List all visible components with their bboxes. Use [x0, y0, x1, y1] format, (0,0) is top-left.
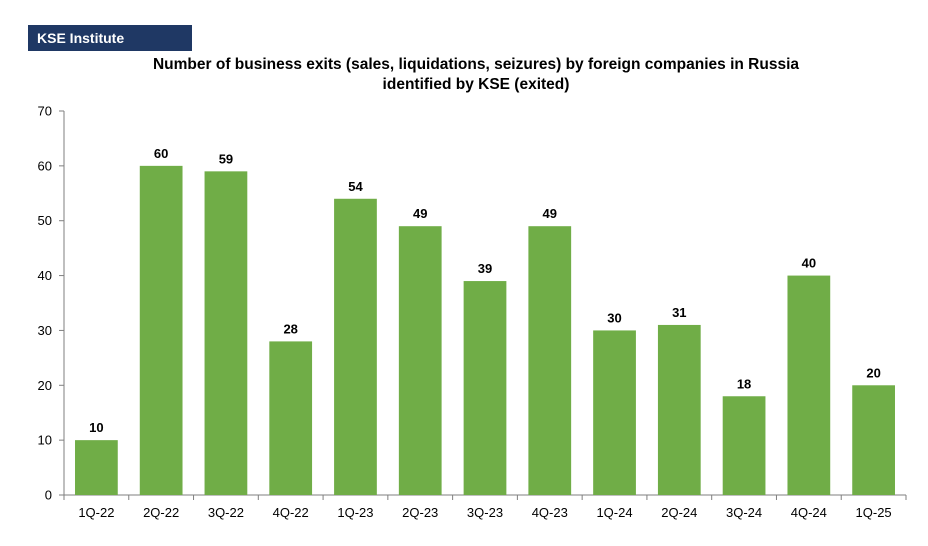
y-tick-label: 40 — [38, 268, 52, 283]
bars-group — [75, 165, 895, 496]
chart-title-line-2: identified by KSE (exited) — [382, 76, 570, 93]
bar-3Q-24 — [722, 396, 766, 495]
x-tick-label-1Q-24: 1Q-24 — [596, 505, 632, 520]
x-tick-label-2Q-22: 2Q-22 — [143, 505, 179, 520]
x-axis: 1Q-22 2Q-22 3Q-22 4Q-22 1Q-23 2Q-23 3Q-23 4Q-23… — [63, 494, 907, 520]
bar-2Q-24 — [657, 324, 701, 495]
y-tick-label: 50 — [38, 213, 52, 228]
x-tick-label-1Q-22: 1Q-22 — [78, 505, 114, 520]
y-tick-label: 30 — [38, 323, 52, 338]
data-label-1Q-25: 20 — [866, 365, 880, 380]
y-tick-label: 20 — [38, 378, 52, 393]
bar-3Q-22 — [204, 171, 248, 496]
data-label-3Q-22: 59 — [219, 151, 233, 166]
data-label-1Q-23: 54 — [348, 179, 363, 194]
chart-title-line-1: Number of business exits (sales, liquida… — [152, 56, 799, 73]
kse-institute-badge: KSE Institute — [28, 25, 192, 51]
y-tick-label: 10 — [38, 433, 52, 448]
data-label-4Q-23: 49 — [543, 206, 557, 221]
x-tick-label-3Q-24: 3Q-24 — [726, 505, 762, 520]
data-label-2Q-23: 49 — [413, 206, 427, 221]
bar-4Q-24 — [787, 275, 831, 495]
bar-1Q-22 — [75, 440, 118, 495]
bar-2Q-23 — [398, 226, 442, 495]
bar-3Q-23 — [463, 281, 507, 495]
data-label-4Q-22: 28 — [283, 321, 297, 336]
y-tick-label: 0 — [45, 488, 52, 503]
bar-1Q-23 — [334, 198, 377, 495]
x-tick-label-3Q-23: 3Q-23 — [467, 505, 503, 520]
y-axis: 0 10 20 30 40 50 60 70 — [38, 104, 65, 503]
data-label-1Q-24: 30 — [607, 310, 621, 325]
data-label-4Q-24: 40 — [802, 256, 816, 271]
x-tick-label-2Q-23: 2Q-23 — [402, 505, 438, 520]
x-tick-label-4Q-22: 4Q-22 — [273, 505, 309, 520]
x-tick-label-1Q-23: 1Q-23 — [337, 505, 373, 520]
bar-4Q-23 — [528, 226, 572, 495]
y-tick-label: 60 — [38, 158, 52, 173]
x-tick-label-4Q-23: 4Q-23 — [532, 505, 568, 520]
x-tick-label-2Q-24: 2Q-24 — [661, 505, 697, 520]
data-label-2Q-24: 31 — [672, 305, 686, 320]
bar-4Q-22 — [269, 341, 313, 495]
bar-1Q-24 — [593, 330, 636, 495]
data-label-3Q-24: 18 — [737, 376, 751, 391]
x-tick-label-3Q-22: 3Q-22 — [208, 505, 244, 520]
bar-2Q-22 — [139, 165, 183, 495]
y-tick-label: 70 — [38, 104, 52, 119]
data-labels-group: 10 60 59 28 54 49 39 49 30 31 18 40 20 — [89, 146, 881, 435]
data-label-1Q-22: 10 — [89, 420, 103, 435]
bar-1Q-25 — [852, 385, 895, 495]
data-label-2Q-22: 60 — [154, 146, 168, 161]
x-tick-label-1Q-25: 1Q-25 — [856, 505, 892, 520]
data-label-3Q-23: 39 — [478, 261, 492, 276]
x-tick-label-4Q-24: 4Q-24 — [791, 505, 827, 520]
